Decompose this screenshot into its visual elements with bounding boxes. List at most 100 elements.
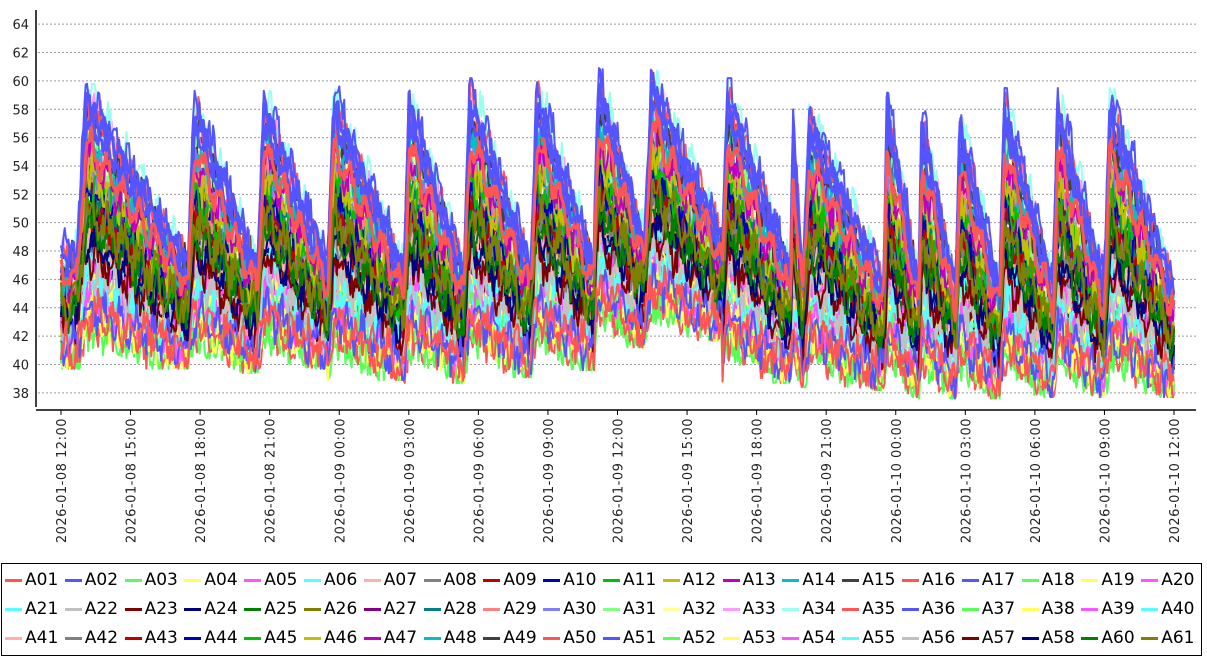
legend-item-a10: A10 [543,569,596,591]
legend-item-a38: A38 [1021,598,1075,620]
x-tick-label: 2026-01-08 21:00 [264,418,279,543]
legend-label: A03 [144,570,178,590]
series-line-a36 [60,263,1175,400]
y-tick-label: 52 [12,188,29,203]
legend-item-a05: A05 [244,569,297,591]
y-axis-ticks: 38 40 42 44 46 48 50 52 54 56 58 60 62 64 [12,18,29,402]
series-line-a61 [60,177,1175,363]
legend-label: A44 [204,628,238,648]
x-tick-label: 2026-01-09 06:00 [472,418,487,543]
legend-swatch [543,636,561,640]
legend-swatch [5,636,22,640]
x-tick-label: 2026-01-10 09:00 [1098,418,1113,543]
legend-item-a35: A35 [842,598,895,620]
x-tick-label: 2026-01-09 18:00 [751,418,766,543]
legend-swatch [363,607,381,611]
legend-swatch [603,578,620,582]
legend-item-a42: A42 [64,627,118,649]
legend-label: A17 [981,570,1016,590]
y-tick-label: 46 [12,273,29,288]
legend-swatch [1141,578,1159,582]
legend-label: A47 [383,628,418,648]
legend-label: A10 [563,570,597,590]
legend-swatch [64,636,82,640]
legend-item-a52: A52 [662,627,717,649]
legend-label: A21 [25,599,59,619]
legend-swatch [363,636,381,640]
x-tick-label: 2026-01-09 09:00 [542,418,557,543]
legend-item-a31: A31 [603,598,656,620]
y-tick-label: 40 [12,358,29,373]
legend-label: A48 [443,628,477,648]
legend-item-a58: A58 [1021,627,1075,649]
legend-item-a17: A17 [961,569,1016,591]
x-tick-label: 2026-01-09 12:00 [612,418,627,543]
legend-label: A02 [84,570,119,590]
line-chart: 38 40 42 44 46 48 50 52 54 56 58 60 62 64 2026-01-08 … [12,10,1196,543]
y-tick-label: 62 [12,47,29,62]
legend-label: A27 [383,599,418,619]
legend-item-a16: A16 [902,569,955,591]
y-tick-label: 54 [12,160,29,175]
legend-item-a50: A50 [543,627,596,649]
legend-label: A34 [802,599,836,619]
legend-item-a14: A14 [782,569,836,591]
legend-item-a23: A23 [124,598,178,620]
legend-label: A56 [922,628,956,648]
legend-item-a49: A49 [483,627,537,649]
legend-swatch [842,636,860,640]
y-tick-label: 56 [12,132,29,147]
legend-label: A23 [144,599,178,619]
legend-item-a32: A32 [662,598,716,620]
series-line-a16 [59,116,1176,325]
legend-swatch [782,607,800,611]
legend-label: A55 [862,628,896,648]
legend-item-a09: A09 [483,569,537,591]
legend-label: A60 [1101,628,1135,648]
legend-label: A33 [742,599,776,619]
legend-swatch [304,636,321,640]
legend-item-a39: A39 [1081,598,1135,620]
legend-swatch [961,607,979,611]
legend-label: A12 [682,570,717,590]
legend-label: A26 [324,599,358,619]
x-tick-label: 2026-01-08 18:00 [194,418,209,543]
legend-swatch [184,636,202,640]
legend-label: A22 [84,599,119,619]
legend-item-a45: A45 [244,627,297,649]
legend-label: A51 [623,628,657,648]
x-tick-label: 2026-01-08 12:00 [55,418,70,543]
legend-label: A61 [1161,628,1195,648]
legend-swatch [1081,578,1099,582]
legend-swatch [662,636,680,640]
legend-item-a46: A46 [304,627,357,649]
y-tick-label: 38 [12,387,29,402]
legend-swatch [1141,607,1159,611]
legend-swatch [543,607,561,611]
legend-label: A18 [1041,570,1075,590]
legend-label: A31 [623,599,657,619]
legend-swatch [423,607,441,611]
legend-swatch [842,607,860,611]
legend-label: A45 [264,628,298,648]
legend-item-a41: A41 [5,627,58,649]
legend-swatch [603,607,620,611]
legend-item-a28: A28 [423,598,477,620]
legend-label: A52 [682,628,717,648]
legend-label: A08 [443,570,477,590]
legend-swatch [244,578,262,582]
legend-label: A19 [1101,570,1135,590]
legend-label: A57 [981,628,1016,648]
legend-swatch [124,607,142,611]
x-tick-label: 2026-01-09 03:00 [403,418,418,543]
legend-item-a56: A56 [902,627,955,649]
legend-label: A06 [324,570,358,590]
legend-label: A04 [204,570,238,590]
legend-item-a08: A08 [423,569,477,591]
legend-item-a25: A25 [244,598,297,620]
legend-item-a01: A01 [5,569,58,591]
series-line-a58 [60,197,1175,371]
y-tick-label: 58 [12,103,29,118]
legend-item-a21: A21 [5,598,58,620]
legend-label: A15 [862,570,896,590]
